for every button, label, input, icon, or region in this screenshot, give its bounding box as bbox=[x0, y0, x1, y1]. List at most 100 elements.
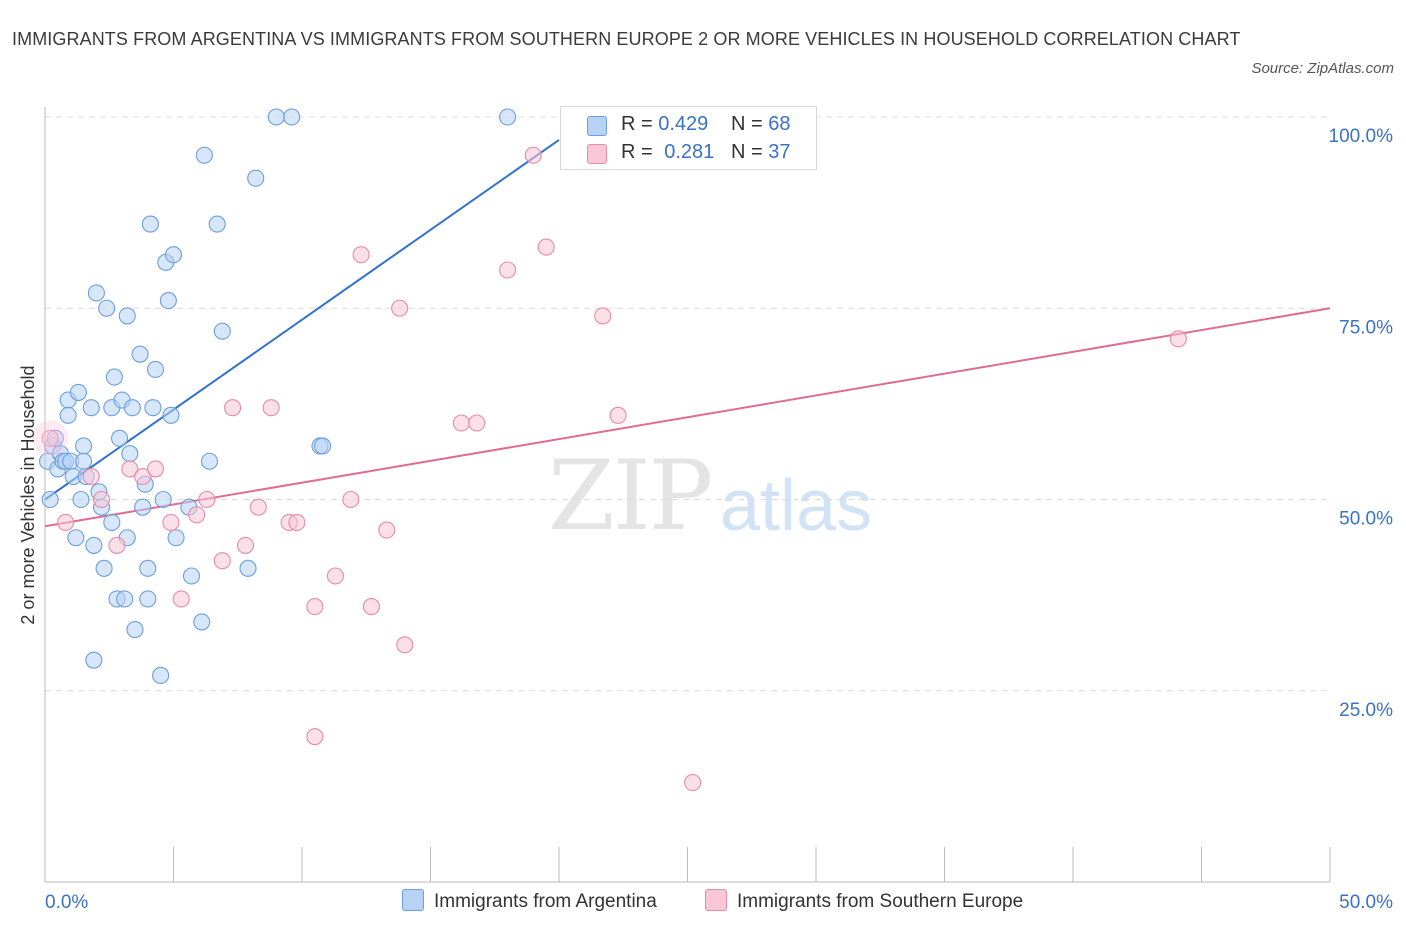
data-point-argentina bbox=[98, 299, 116, 317]
data-point-southern-europe bbox=[306, 728, 324, 746]
data-point-argentina bbox=[239, 559, 257, 577]
data-point-argentina bbox=[141, 215, 159, 233]
data-point-southern-europe bbox=[306, 598, 324, 616]
series-legend-southern-europe: Immigrants from Southern Europe bbox=[705, 889, 1023, 915]
data-point-argentina bbox=[182, 567, 201, 585]
data-point-southern-europe bbox=[537, 238, 555, 256]
data-point-southern-europe bbox=[82, 467, 100, 486]
data-point-southern-europe bbox=[213, 552, 231, 570]
data-point-argentina bbox=[67, 529, 85, 547]
data-point-southern-europe bbox=[391, 299, 409, 317]
data-point-southern-europe bbox=[352, 246, 370, 264]
data-point-argentina bbox=[167, 529, 185, 547]
data-point-argentina bbox=[139, 559, 157, 577]
data-point-southern-europe bbox=[594, 307, 612, 325]
data-point-argentina bbox=[110, 429, 129, 447]
data-point-argentina bbox=[200, 452, 219, 470]
data-point-southern-europe bbox=[362, 598, 380, 616]
data-point-southern-europe bbox=[108, 536, 126, 554]
data-point-argentina bbox=[283, 108, 301, 126]
data-point-argentina bbox=[162, 406, 180, 424]
data-point-southern-europe bbox=[342, 490, 360, 509]
x-tick-label-min: 0.0% bbox=[45, 892, 88, 913]
y-axis-label: 2 or more Vehicles in Household bbox=[18, 365, 38, 624]
data-point-southern-europe bbox=[188, 506, 206, 524]
data-point-southern-europe bbox=[121, 460, 139, 478]
data-point-southern-europe bbox=[134, 467, 152, 486]
data-point-argentina bbox=[118, 307, 136, 325]
data-point-southern-europe bbox=[262, 399, 280, 417]
legend-n-southern-europe: N = 37 bbox=[731, 141, 791, 163]
trend-lines bbox=[44, 139, 1331, 528]
data-point-argentina bbox=[152, 666, 170, 685]
trend-line-argentina bbox=[44, 139, 560, 501]
data-point-southern-europe bbox=[452, 414, 470, 432]
data-point-argentina bbox=[159, 292, 177, 310]
correlation-legend: R = 0.429 N = 68 R = 0.281 N = 37 bbox=[560, 106, 817, 170]
data-point-southern-europe bbox=[162, 513, 180, 532]
legend-r-argentina: R = 0.429 bbox=[621, 113, 709, 135]
data-point-argentina bbox=[85, 536, 103, 554]
data-point-argentina bbox=[121, 445, 139, 463]
data-point-southern-europe bbox=[146, 460, 165, 478]
data-point-southern-europe bbox=[236, 536, 255, 554]
data-point-argentina bbox=[41, 490, 59, 509]
data-point-southern-europe bbox=[172, 590, 190, 608]
data-point-argentina bbox=[123, 399, 141, 417]
data-point-southern-europe bbox=[92, 490, 111, 509]
data-point-southern-europe bbox=[32, 420, 69, 457]
watermark-zip: ZIP bbox=[548, 440, 713, 552]
data-point-southern-europe bbox=[609, 406, 627, 424]
data-point-argentina bbox=[499, 108, 517, 126]
data-points bbox=[32, 108, 1187, 792]
data-point-southern-europe bbox=[524, 146, 542, 164]
data-point-argentina bbox=[75, 452, 93, 470]
legend-swatch-blue bbox=[587, 116, 607, 136]
y-tick-label: 25.0% bbox=[1339, 700, 1393, 721]
legend-n-argentina: N = 68 bbox=[731, 113, 791, 135]
data-point-argentina bbox=[82, 399, 100, 417]
y-tick-label: 50.0% bbox=[1339, 509, 1393, 530]
data-point-argentina bbox=[139, 590, 157, 608]
data-point-argentina bbox=[154, 490, 172, 509]
data-point-southern-europe bbox=[684, 773, 702, 792]
series-legend-argentina: Immigrants from Argentina bbox=[402, 889, 657, 915]
data-point-southern-europe bbox=[1169, 330, 1187, 348]
data-point-argentina bbox=[195, 146, 213, 164]
data-point-southern-europe bbox=[326, 567, 344, 585]
data-point-argentina bbox=[75, 437, 93, 455]
data-point-argentina bbox=[164, 246, 183, 264]
series-swatch-pink bbox=[705, 889, 727, 911]
data-point-argentina bbox=[87, 284, 105, 302]
data-point-argentina bbox=[193, 613, 211, 631]
legend-row-southern-europe: R = 0.281 N = 37 bbox=[561, 138, 816, 166]
trend-line-southern-europe bbox=[44, 307, 1331, 528]
data-point-argentina bbox=[105, 368, 123, 386]
data-point-argentina bbox=[267, 108, 285, 126]
data-point-southern-europe bbox=[57, 513, 75, 532]
data-point-southern-europe bbox=[378, 521, 396, 539]
data-point-argentina bbox=[144, 399, 162, 417]
data-point-argentina bbox=[208, 215, 226, 233]
data-point-southern-europe bbox=[288, 513, 306, 532]
data-point-southern-europe bbox=[41, 429, 59, 447]
y-tick-label: 75.0% bbox=[1339, 317, 1393, 338]
data-point-argentina bbox=[72, 490, 90, 509]
data-point-argentina bbox=[95, 559, 113, 577]
data-point-southern-europe bbox=[198, 490, 216, 509]
data-point-argentina bbox=[85, 651, 103, 669]
data-point-southern-europe bbox=[396, 636, 414, 654]
data-point-argentina bbox=[247, 169, 265, 187]
data-point-southern-europe bbox=[249, 498, 267, 516]
data-point-southern-europe bbox=[499, 261, 517, 279]
legend-swatch-pink bbox=[587, 144, 607, 164]
series-swatch-blue bbox=[402, 889, 424, 911]
legend-row-argentina: R = 0.429 N = 68 bbox=[561, 110, 816, 138]
series-label-argentina: Immigrants from Argentina bbox=[434, 891, 657, 912]
data-point-argentina bbox=[116, 590, 134, 608]
source-label: Source: ZipAtlas.com bbox=[1251, 60, 1394, 77]
data-point-argentina bbox=[213, 322, 231, 340]
legend-r-southern-europe: R = 0.281 bbox=[621, 141, 715, 163]
tick-labels: 25.0% 50.0% 75.0% 100.0% 0.0% 50.0% bbox=[45, 126, 1393, 913]
